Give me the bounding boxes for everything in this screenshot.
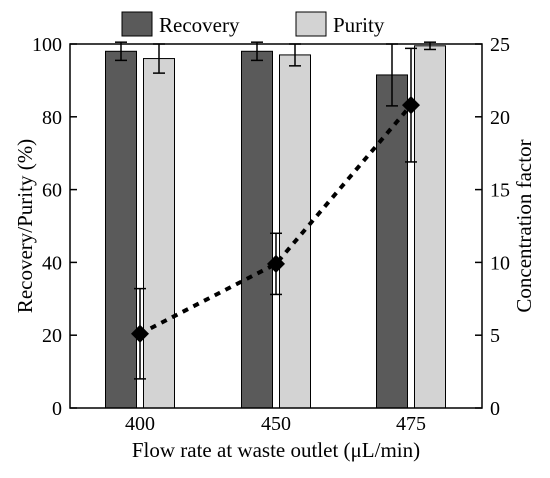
y-tick-label-100: 100 <box>32 34 62 56</box>
concentration-line <box>139 103 413 336</box>
legend: Recovery Purity <box>121 11 385 37</box>
plot-frame <box>69 43 483 409</box>
y2-tick-label-0: 0 <box>490 398 500 420</box>
y-tick-label-80: 80 <box>42 107 62 129</box>
y2-tick-label-5: 5 <box>490 325 500 347</box>
concentration-marker-475 <box>402 96 420 115</box>
concentration-marker-450 <box>267 254 285 273</box>
y-tick-label-40: 40 <box>42 252 62 274</box>
y2-tick-label-20: 20 <box>490 107 510 129</box>
x-axis-label: Flow rate at waste outlet (μL/min) <box>132 438 420 462</box>
legend-label-recovery: Recovery <box>159 13 240 37</box>
bar-recovery-400 <box>105 50 137 409</box>
bar-purity-475 <box>414 45 446 409</box>
y2-axis-label: Concentration factor <box>512 139 536 312</box>
y-tick-label-60: 60 <box>42 180 62 202</box>
y-axis-label: Recovery/Purity (%) <box>13 139 37 313</box>
y2-tick-label-15: 15 <box>490 180 510 202</box>
bar-purity-400 <box>143 58 175 409</box>
legend-label-purity: Purity <box>333 13 385 37</box>
axes-layer: 0 20 40 60 80 100 0 5 10 15 20 25 400 450 475 <box>32 34 510 435</box>
y2-tick-label-10: 10 <box>490 252 510 274</box>
y-tick-label-20: 20 <box>42 325 62 347</box>
x-tick-label-450: 450 <box>261 413 291 435</box>
bar-recovery-475 <box>376 74 408 409</box>
y2-tick-label-25: 25 <box>490 34 510 56</box>
legend-swatch-recovery <box>121 11 153 37</box>
bars-layer <box>105 45 446 409</box>
concentration-marker-400 <box>131 324 149 343</box>
bar-recovery-450 <box>241 50 273 409</box>
x-tick-label-400: 400 <box>125 413 155 435</box>
x-tick-label-475: 475 <box>396 413 426 435</box>
concentration-line-layer <box>131 47 420 380</box>
y-tick-label-0: 0 <box>52 398 62 420</box>
legend-swatch-purity <box>295 11 327 37</box>
